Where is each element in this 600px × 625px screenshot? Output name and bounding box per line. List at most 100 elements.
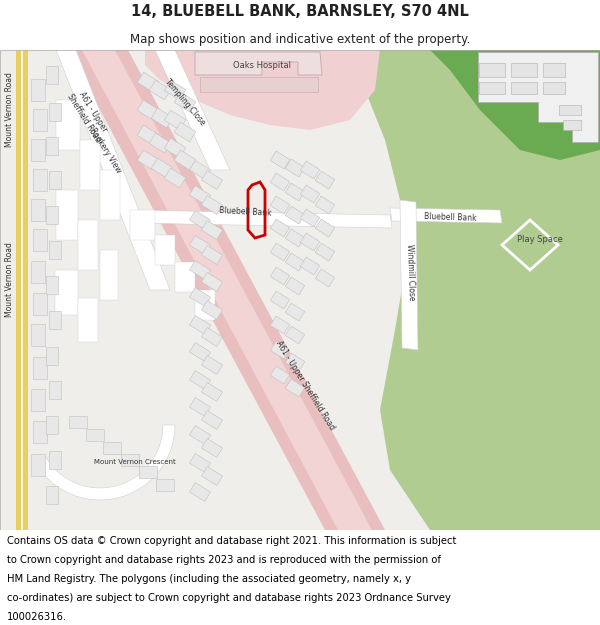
Polygon shape xyxy=(271,341,290,359)
Polygon shape xyxy=(190,426,211,444)
Text: co-ordinates) are subject to Crown copyright and database rights 2023 Ordnance S: co-ordinates) are subject to Crown copyr… xyxy=(7,592,451,602)
Polygon shape xyxy=(137,150,159,170)
Polygon shape xyxy=(202,382,223,401)
Polygon shape xyxy=(478,52,598,142)
Polygon shape xyxy=(271,196,290,214)
Polygon shape xyxy=(271,151,290,169)
Polygon shape xyxy=(200,77,318,92)
Polygon shape xyxy=(316,196,335,214)
Text: Rookery View: Rookery View xyxy=(88,126,122,174)
Polygon shape xyxy=(202,467,223,486)
Polygon shape xyxy=(49,103,61,121)
Polygon shape xyxy=(543,82,565,94)
Polygon shape xyxy=(56,50,170,290)
Polygon shape xyxy=(202,246,223,264)
Polygon shape xyxy=(190,454,211,472)
Polygon shape xyxy=(543,63,565,77)
Polygon shape xyxy=(33,293,47,315)
Polygon shape xyxy=(195,52,322,75)
Polygon shape xyxy=(31,389,45,411)
Polygon shape xyxy=(286,277,305,295)
Polygon shape xyxy=(301,185,320,203)
Polygon shape xyxy=(78,298,98,342)
Polygon shape xyxy=(33,421,47,443)
Polygon shape xyxy=(78,220,98,270)
Polygon shape xyxy=(316,269,335,287)
Polygon shape xyxy=(301,161,320,179)
Polygon shape xyxy=(286,253,305,271)
Polygon shape xyxy=(202,411,223,429)
Polygon shape xyxy=(190,482,211,501)
Polygon shape xyxy=(286,206,305,224)
Text: Bluebell Bank: Bluebell Bank xyxy=(218,206,271,218)
Polygon shape xyxy=(190,261,211,279)
Polygon shape xyxy=(271,267,290,285)
Text: Windmill Close: Windmill Close xyxy=(404,244,415,301)
Polygon shape xyxy=(46,347,58,365)
Polygon shape xyxy=(286,326,305,344)
Polygon shape xyxy=(155,50,230,170)
Polygon shape xyxy=(271,366,290,384)
Polygon shape xyxy=(202,171,223,189)
Polygon shape xyxy=(400,200,418,350)
Polygon shape xyxy=(156,479,174,491)
Polygon shape xyxy=(316,243,335,261)
Polygon shape xyxy=(100,250,118,300)
Polygon shape xyxy=(164,168,186,188)
Polygon shape xyxy=(164,138,186,158)
Polygon shape xyxy=(49,451,61,469)
Polygon shape xyxy=(103,442,121,454)
Polygon shape xyxy=(202,221,223,239)
Polygon shape xyxy=(511,82,537,94)
Text: Mount Vernon Road: Mount Vernon Road xyxy=(5,72,14,148)
Polygon shape xyxy=(33,357,47,379)
Polygon shape xyxy=(271,219,290,237)
Text: HM Land Registry. The polygons (including the associated geometry, namely x, y: HM Land Registry. The polygons (includin… xyxy=(7,574,411,584)
Text: Contains OS data © Crown copyright and database right 2021. This information is : Contains OS data © Crown copyright and d… xyxy=(7,536,457,546)
Polygon shape xyxy=(202,272,223,291)
Polygon shape xyxy=(316,171,335,189)
Polygon shape xyxy=(271,291,290,309)
Polygon shape xyxy=(190,398,211,416)
Polygon shape xyxy=(301,209,320,227)
Polygon shape xyxy=(137,125,159,145)
Polygon shape xyxy=(175,262,195,292)
Text: Templing Close: Templing Close xyxy=(163,77,207,127)
Polygon shape xyxy=(430,50,600,160)
Polygon shape xyxy=(563,120,581,130)
Polygon shape xyxy=(286,353,305,371)
Polygon shape xyxy=(511,63,537,77)
Polygon shape xyxy=(33,229,47,251)
Text: Oaks Hospital: Oaks Hospital xyxy=(233,61,291,69)
Polygon shape xyxy=(16,50,28,530)
Polygon shape xyxy=(130,210,155,240)
Polygon shape xyxy=(31,79,45,101)
Text: 100026316.: 100026316. xyxy=(7,612,67,622)
Polygon shape xyxy=(190,236,211,254)
Polygon shape xyxy=(56,100,80,150)
Polygon shape xyxy=(286,379,305,397)
Polygon shape xyxy=(174,92,196,112)
Polygon shape xyxy=(286,183,305,201)
Polygon shape xyxy=(35,425,175,500)
Polygon shape xyxy=(149,133,171,153)
Polygon shape xyxy=(31,454,45,476)
Polygon shape xyxy=(46,206,58,224)
Polygon shape xyxy=(479,63,505,77)
Polygon shape xyxy=(174,150,196,170)
Polygon shape xyxy=(100,170,120,220)
Polygon shape xyxy=(31,324,45,346)
Polygon shape xyxy=(86,429,104,441)
Polygon shape xyxy=(164,80,186,100)
Text: Play Space: Play Space xyxy=(517,236,563,244)
Polygon shape xyxy=(33,109,47,131)
Polygon shape xyxy=(145,50,380,130)
Polygon shape xyxy=(190,186,211,204)
Polygon shape xyxy=(49,311,61,329)
Text: to Crown copyright and database rights 2023 and is reproduced with the permissio: to Crown copyright and database rights 2… xyxy=(7,555,441,565)
Polygon shape xyxy=(80,140,100,190)
Polygon shape xyxy=(82,50,372,530)
Polygon shape xyxy=(0,50,600,530)
Polygon shape xyxy=(202,328,223,346)
Polygon shape xyxy=(286,303,305,321)
